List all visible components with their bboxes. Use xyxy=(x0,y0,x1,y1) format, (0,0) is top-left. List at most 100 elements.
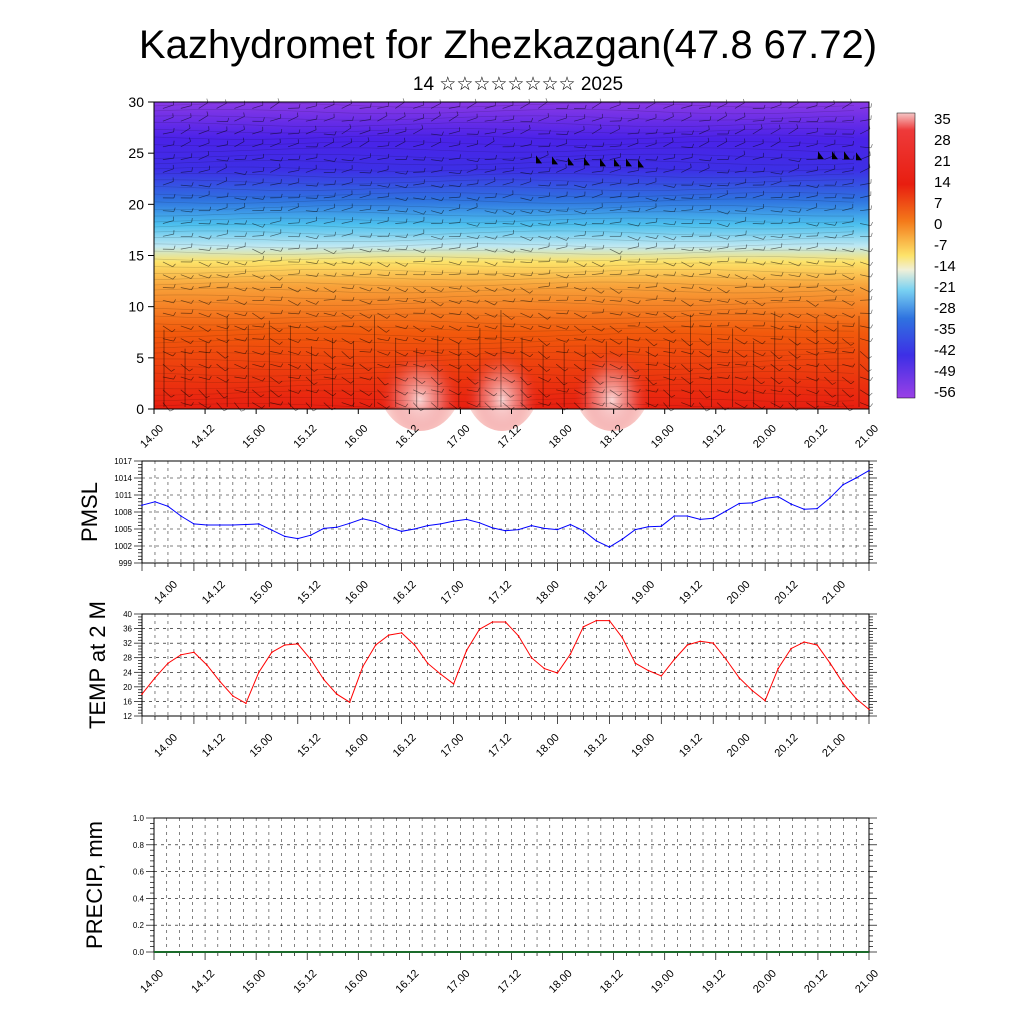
wind-barb xyxy=(752,127,763,135)
wind-barb xyxy=(573,351,584,358)
contour-line xyxy=(153,268,855,275)
wind-barb-flag xyxy=(368,392,373,396)
wind-barb-flag xyxy=(459,300,462,304)
wind-barb-flag xyxy=(369,376,373,381)
data-point xyxy=(180,654,182,656)
wind-barb xyxy=(609,402,620,409)
wind-barb-flag xyxy=(834,270,837,275)
wind-barb-flag xyxy=(280,363,284,368)
wind-barb xyxy=(412,376,423,384)
y-tick-label: 1008 xyxy=(114,508,132,517)
wind-barb xyxy=(341,274,353,277)
wind-barb xyxy=(520,312,531,318)
wind-barb-flag xyxy=(654,328,659,333)
wind-barb-flag xyxy=(762,302,766,307)
wind-barb-flag xyxy=(852,194,855,199)
wind-barb xyxy=(198,351,210,354)
x-tick-label: 15.00 xyxy=(248,732,276,760)
wind-barb xyxy=(538,210,550,214)
wind-barb-flag xyxy=(638,155,641,160)
wind-barb-flag xyxy=(546,343,551,346)
contour-line xyxy=(153,243,855,249)
wind-barb-flag xyxy=(423,338,427,342)
wind-barb xyxy=(502,389,511,398)
wind-barb xyxy=(466,287,477,293)
wind-barb xyxy=(573,389,584,396)
wind-barb-flag xyxy=(244,301,248,306)
wind-barb xyxy=(824,143,835,148)
x-tick-label: 19.12 xyxy=(677,732,705,760)
contour-line xyxy=(153,313,855,319)
wind-barb xyxy=(448,130,460,135)
contour-line xyxy=(153,390,855,396)
wind-barb-flag xyxy=(530,314,534,318)
wind-barb xyxy=(573,287,585,292)
wind-barb-flag xyxy=(655,388,659,393)
wind-barb-flag xyxy=(566,104,569,109)
wind-barb-flag xyxy=(477,323,480,328)
wind-barb xyxy=(556,143,567,148)
wind-barb xyxy=(413,143,424,148)
wind-barb-flag xyxy=(262,153,265,158)
wind-barb-flag xyxy=(798,262,802,267)
wind-barb-flag xyxy=(780,404,784,408)
wind-barb xyxy=(609,156,621,160)
x-tick-label: 16.12 xyxy=(391,579,419,607)
wind-pennant xyxy=(568,157,574,166)
x-tick-label: 17.00 xyxy=(445,968,473,996)
wind-barb xyxy=(591,206,603,212)
wind-barb xyxy=(377,376,386,386)
heatmap-x-tick-label: 17.00 xyxy=(445,423,473,451)
wind-barb xyxy=(341,325,353,327)
wind-barb-flag xyxy=(298,258,301,263)
wind-barb xyxy=(520,235,531,241)
data-point xyxy=(374,644,377,646)
wind-barb-flag xyxy=(351,315,355,319)
wind-barb-flag xyxy=(620,205,622,210)
wind-barb-flag xyxy=(242,137,245,142)
wind-barb-flag xyxy=(601,263,605,268)
wind-barb xyxy=(752,299,763,307)
wind-barb xyxy=(162,233,174,237)
wind-barb-flag xyxy=(870,403,873,407)
wind-barb xyxy=(287,389,299,394)
wind-barb xyxy=(448,222,460,224)
wind-barb-flag xyxy=(370,181,373,186)
wind-barb xyxy=(502,223,514,225)
contour-line xyxy=(153,364,855,370)
wind-barb-flag xyxy=(796,355,801,359)
wind-barb-flag xyxy=(799,157,802,162)
wind-barb-flag xyxy=(727,155,730,160)
wind-barb xyxy=(841,376,852,385)
wind-barb-flag xyxy=(566,310,569,315)
wind-barb xyxy=(574,223,585,227)
wind-barb-flag xyxy=(780,325,784,330)
x-tick-label: 16.12 xyxy=(391,732,419,760)
wind-barb-flag xyxy=(690,163,692,168)
wind-barb-flag xyxy=(369,262,373,266)
wind-barb xyxy=(520,144,532,148)
wind-barb xyxy=(288,248,300,250)
wind-barb xyxy=(609,128,620,135)
data-point xyxy=(868,708,870,711)
data-point xyxy=(154,677,156,679)
wind-barb xyxy=(359,363,369,371)
wind-barb-flag xyxy=(388,296,390,301)
wind-barb xyxy=(574,146,586,149)
wind-barb-flag xyxy=(548,269,551,274)
wind-barb-flag xyxy=(656,311,659,316)
wind-barb-flag xyxy=(405,325,409,329)
wind-barb-flag xyxy=(653,343,658,347)
data-point xyxy=(595,540,598,542)
wind-barb-flag xyxy=(709,247,713,252)
wind-barb-flag xyxy=(279,328,283,333)
wind-barb-flag xyxy=(333,261,337,266)
wind-barb xyxy=(663,169,675,173)
wind-barb xyxy=(734,299,746,305)
data-point xyxy=(180,515,182,517)
wind-barb-flag xyxy=(584,243,586,248)
wind-barb-flag xyxy=(727,235,730,240)
colorbar-strip xyxy=(896,112,916,399)
wind-barb-flag xyxy=(243,112,245,117)
wind-barb xyxy=(377,105,389,109)
